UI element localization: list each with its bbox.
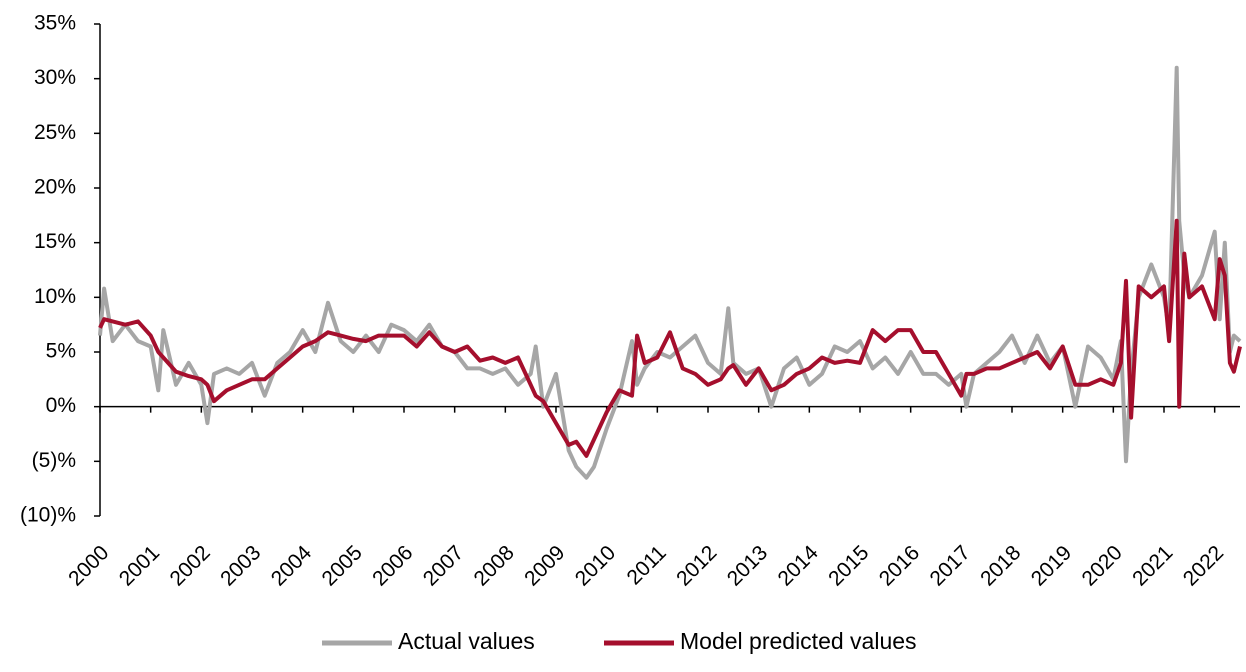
x-tick-label: 2007: [419, 541, 468, 590]
x-tick-label: 2005: [317, 541, 366, 590]
x-tick-label: 2021: [1128, 541, 1177, 590]
y-tick-label: 20%: [34, 176, 76, 199]
x-tick-label: 2010: [571, 541, 620, 590]
x-tick-label: 2009: [520, 541, 569, 590]
x-tick-label: 2002: [165, 541, 214, 590]
y-tick-label: (5)%: [32, 449, 76, 472]
x-tick-label: 2004: [267, 541, 317, 591]
y-tick-label: 15%: [34, 230, 76, 253]
x-tick-label: 2001: [115, 541, 164, 590]
y-tick-label: (10)%: [20, 504, 76, 527]
x-tick-label: 2012: [672, 541, 721, 590]
x-tick-label: 2018: [976, 541, 1025, 590]
x-tick-label: 2011: [623, 541, 671, 589]
legend-label: Actual values: [398, 628, 535, 654]
y-tick-label: 30%: [34, 66, 76, 89]
y-tick-label: 5%: [46, 340, 76, 363]
y-tick-label: 35%: [34, 12, 76, 35]
y-tick-label: 10%: [34, 285, 76, 308]
x-tick-label: 2019: [1027, 541, 1076, 590]
series-line: [98, 65, 1242, 480]
x-tick-label: 2017: [925, 541, 974, 590]
x-tick-label: 2003: [216, 541, 265, 590]
y-tick-label: 0%: [46, 394, 76, 417]
x-tick-label: 2008: [469, 541, 518, 590]
x-tick-label: 2013: [723, 541, 772, 590]
x-tick-label: 2015: [824, 541, 873, 590]
x-tick-label: 2006: [368, 541, 417, 590]
y-tick-label: 25%: [34, 121, 76, 144]
x-tick-label: 2014: [773, 541, 823, 591]
legend-label: Model predicted values: [680, 628, 917, 654]
x-tick-label: 2022: [1179, 541, 1228, 590]
x-tick-label: 2016: [875, 541, 924, 590]
x-tick-label: 2020: [1077, 541, 1126, 590]
series-line: [98, 218, 1242, 458]
x-tick-label: 2000: [64, 541, 113, 590]
